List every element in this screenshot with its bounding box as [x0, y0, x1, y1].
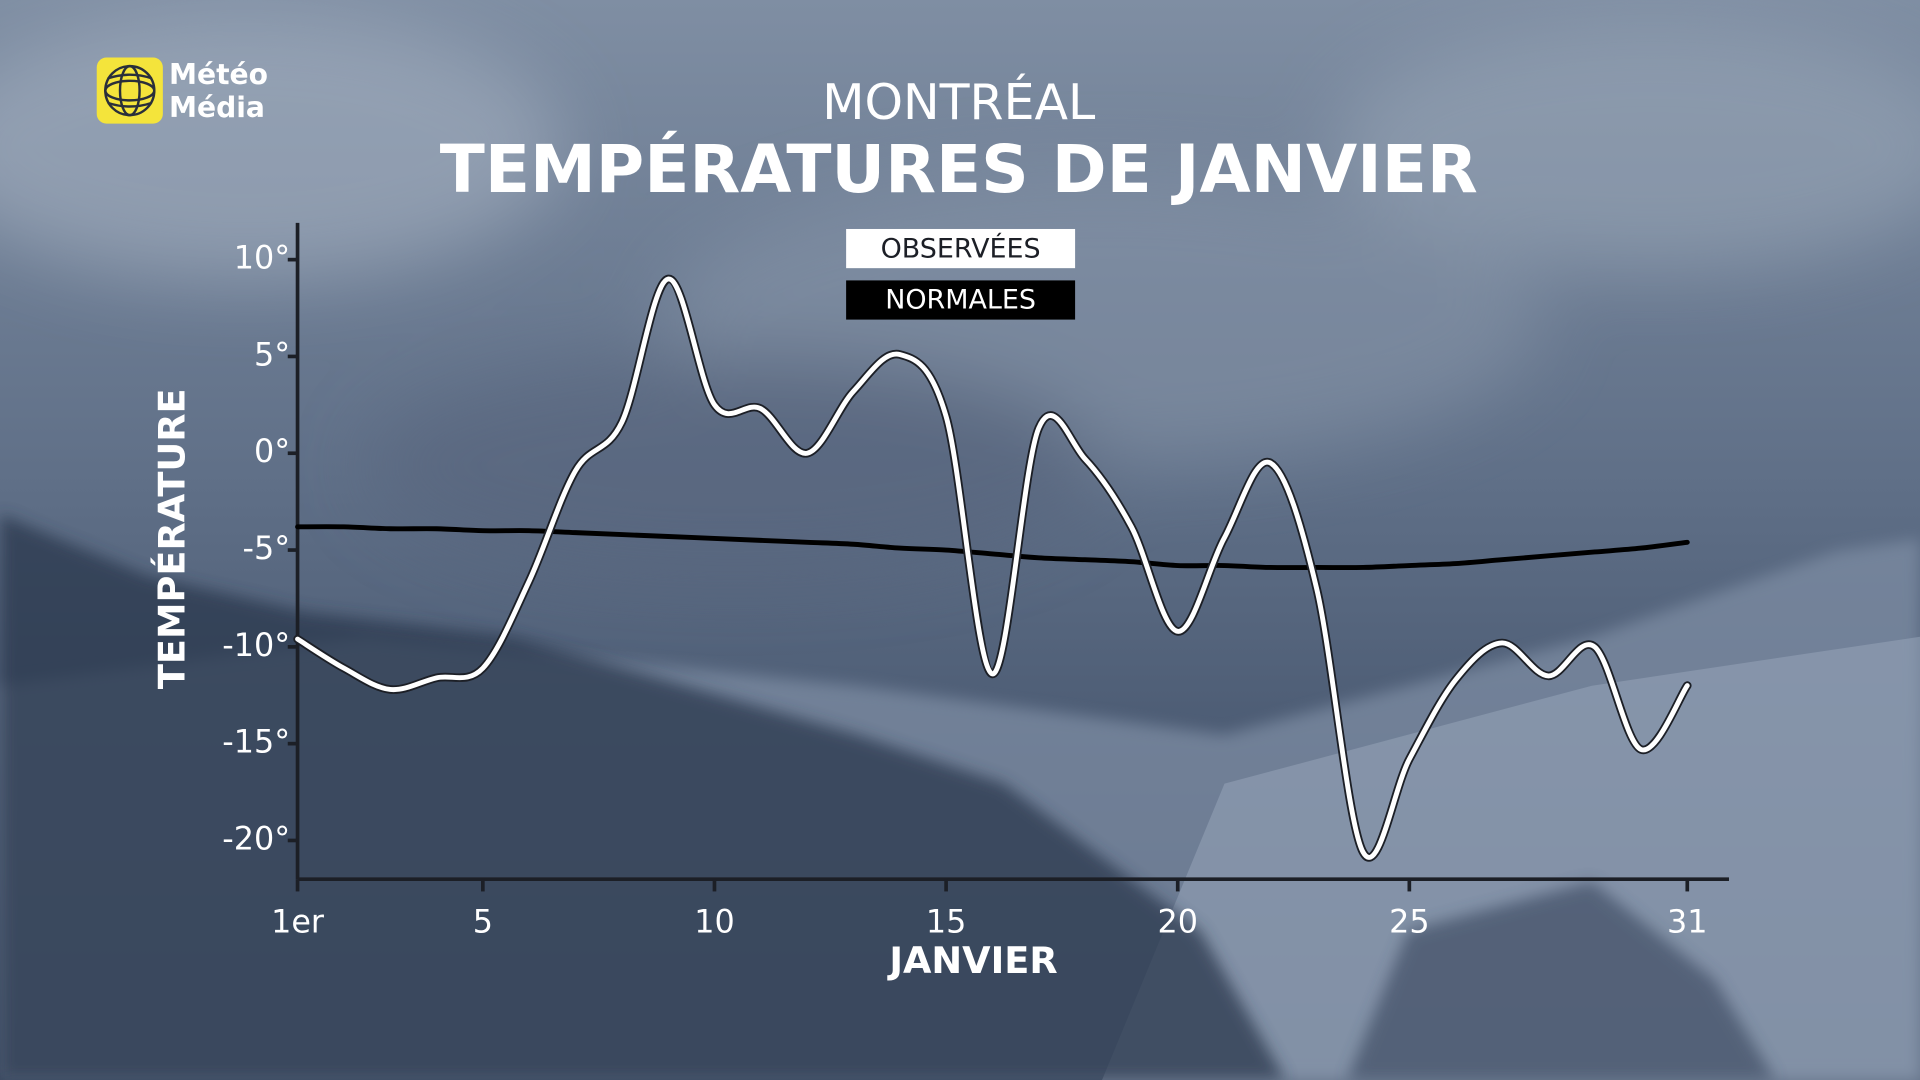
y-axis-label: TEMPÉRATURE	[149, 388, 193, 689]
y-tick-label: 10°	[234, 239, 290, 277]
logo-text: Météo	[169, 58, 268, 91]
x-tick-label: 25	[1389, 902, 1430, 940]
legend-label: OBSERVÉES	[881, 232, 1041, 264]
x-axis-label: JANVIER	[886, 939, 1057, 982]
y-tick-label: -5°	[243, 529, 291, 567]
y-tick-label: 5°	[254, 335, 290, 373]
y-tick-label: 0°	[254, 432, 290, 470]
y-tick-label: -10°	[222, 626, 290, 664]
x-tick-label: 20	[1157, 902, 1198, 940]
legend-item: OBSERVÉES	[846, 228, 1076, 269]
x-tick-label: 15	[926, 902, 967, 940]
y-tick-label: -15°	[222, 723, 290, 761]
x-tick-label: 31	[1667, 902, 1708, 940]
legend-label: NORMALES	[885, 285, 1036, 316]
x-tick-label: 5	[473, 902, 493, 940]
logo-badge	[96, 57, 163, 124]
legend-swatch	[846, 228, 1076, 269]
y-tick-label: -20°	[222, 819, 290, 857]
logo-globe	[104, 64, 156, 117]
logo-text: Média	[169, 91, 265, 124]
legend-swatch	[846, 280, 1076, 320]
legend-item: NORMALES	[846, 280, 1076, 320]
line	[295, 276, 1690, 860]
chart-title: TEMPÉRATURES DE JANVIER	[440, 130, 1478, 208]
x-tick-label: 1er	[271, 902, 325, 940]
logo: Météo Média	[96, 57, 268, 124]
chart-subtitle: MONTRÉAL	[822, 72, 1096, 131]
x-tick-label: 10	[694, 902, 735, 940]
line	[295, 524, 1690, 571]
